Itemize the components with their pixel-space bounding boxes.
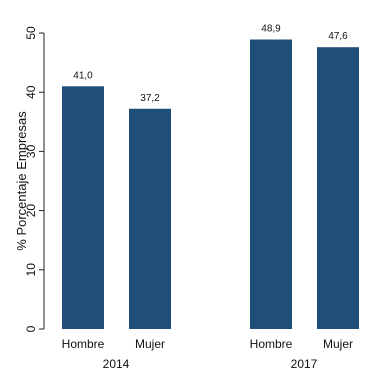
bar-2014-hombre — [62, 86, 104, 329]
y-tick-label: 20 — [24, 204, 38, 218]
y-tick-label: 0 — [24, 325, 38, 332]
bars: 41,0 37,2 48,9 47,6 — [62, 24, 359, 330]
data-label: 41,0 — [73, 70, 93, 81]
group-label: 2014 — [103, 357, 130, 371]
data-label: 48,9 — [261, 24, 281, 35]
y-tick-label: 50 — [24, 26, 38, 40]
y-axis-label: % Porcentaje Empresas — [14, 111, 29, 251]
group-label: 2017 — [291, 357, 318, 371]
bar-2014-mujer — [129, 108, 171, 329]
category-label: Mujer — [135, 337, 165, 351]
category-label: Hombre — [62, 337, 105, 351]
category-label: Mujer — [323, 337, 353, 351]
bar-2017-mujer — [317, 47, 359, 329]
y-axis: 0 10 20 30 40 50 — [24, 26, 45, 332]
bar-2017-hombre — [250, 39, 292, 330]
category-label: Hombre — [250, 337, 293, 351]
y-tick-label: 30 — [24, 144, 38, 158]
y-tick-label: 40 — [24, 85, 38, 99]
category-labels: Hombre Mujer 2014 Hombre Mujer 2017 — [62, 337, 353, 371]
y-tick-label: 10 — [24, 263, 38, 277]
data-label: 47,6 — [328, 31, 348, 42]
data-label: 37,2 — [140, 93, 160, 104]
